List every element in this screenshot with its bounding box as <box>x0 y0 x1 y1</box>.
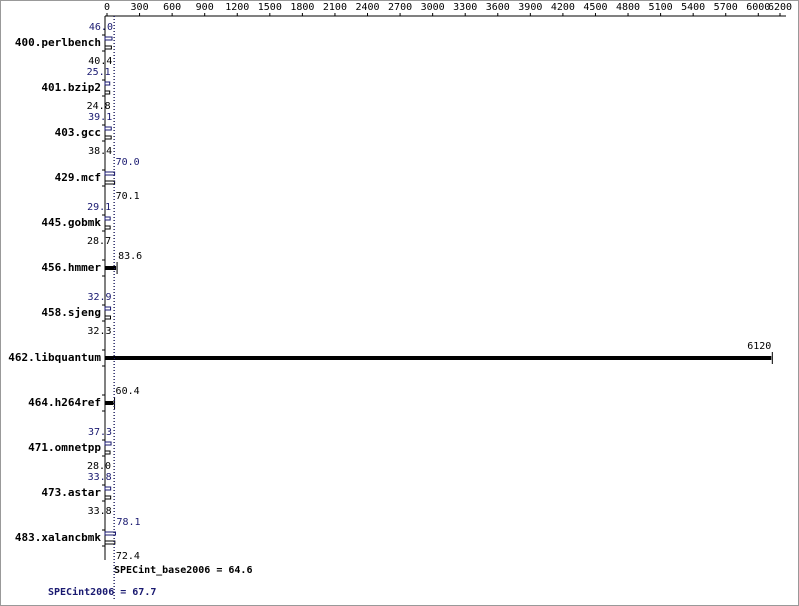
category-label: 458.sjeng <box>41 306 101 319</box>
value-label: 24.8 <box>87 101 111 112</box>
bar <box>104 495 112 500</box>
x-tick-label: 900 <box>196 2 214 13</box>
bar <box>104 36 113 41</box>
bar <box>104 90 111 95</box>
category-label: 473.astar <box>41 486 101 499</box>
value-label: 37.3 <box>88 427 112 438</box>
x-tick-label: 5400 <box>681 2 705 13</box>
value-label: 6120 <box>747 341 771 352</box>
value-label: 25.1 <box>87 67 111 78</box>
category-label: 462.libquantum <box>8 351 101 364</box>
x-tick-label: 1800 <box>290 2 314 13</box>
category-label: 456.hmmer <box>41 261 101 274</box>
x-tick-label: 1500 <box>258 2 282 13</box>
category-label: 464.h264ref <box>28 396 101 409</box>
bar <box>104 486 112 491</box>
bar <box>104 171 116 176</box>
bar <box>104 135 112 140</box>
value-label: 83.6 <box>118 251 142 262</box>
x-tick-label: 4200 <box>551 2 575 13</box>
bar <box>104 315 112 320</box>
category-label: 483.xalancbmk <box>15 531 101 544</box>
x-tick-label: 2700 <box>388 2 412 13</box>
value-label: 60.4 <box>116 386 140 397</box>
category-label: 471.omnetpp <box>28 441 101 454</box>
reference-label: SPECint2006 = 67.7 <box>48 586 156 598</box>
bar <box>105 266 117 270</box>
value-label: 70.0 <box>116 157 140 168</box>
bar <box>104 540 116 545</box>
bar <box>104 450 111 455</box>
x-tick-label: 2100 <box>323 2 347 13</box>
bar <box>105 401 114 405</box>
value-label: 70.1 <box>116 191 140 202</box>
bar <box>104 126 112 131</box>
value-label: 72.4 <box>116 551 140 562</box>
x-tick-label: 600 <box>163 2 181 13</box>
category-label: 445.gobmk <box>41 216 101 229</box>
bar <box>104 225 111 230</box>
value-label: 29.1 <box>87 202 111 213</box>
bar <box>105 356 772 360</box>
value-label: 39.1 <box>88 112 112 123</box>
x-tick-label: 6200 <box>768 2 792 13</box>
x-tick-label: 5700 <box>714 2 738 13</box>
bar <box>104 306 112 311</box>
bar <box>104 180 116 185</box>
x-tick-label: 3600 <box>486 2 510 13</box>
value-label: 28.0 <box>87 461 111 472</box>
bar <box>104 531 116 536</box>
x-tick-label: 5100 <box>649 2 673 13</box>
bar <box>104 441 112 446</box>
value-label: 78.1 <box>116 517 140 528</box>
value-label: 40.4 <box>88 56 112 67</box>
value-label: 38.4 <box>88 146 112 157</box>
value-label: 28.7 <box>87 236 111 247</box>
x-tick-label: 0 <box>104 2 110 13</box>
x-tick-label: 1200 <box>225 2 249 13</box>
x-tick-label: 2400 <box>355 2 379 13</box>
category-label: 400.perlbench <box>15 36 101 49</box>
x-tick-label: 300 <box>131 2 149 13</box>
value-label: 32.3 <box>87 326 111 337</box>
x-tick-label: 4500 <box>583 2 607 13</box>
value-label: 33.8 <box>88 472 112 483</box>
x-tick-label: 3000 <box>421 2 445 13</box>
x-tick-label: 6000 <box>746 2 770 13</box>
category-label: 429.mcf <box>55 171 101 184</box>
bar <box>104 216 111 221</box>
x-tick-label: 3300 <box>453 2 477 13</box>
x-tick-label: 4800 <box>616 2 640 13</box>
x-tick-label: 3900 <box>518 2 542 13</box>
value-label: 32.9 <box>87 292 111 303</box>
bar <box>104 45 112 50</box>
reference-label: SPECint_base2006 = 64.6 <box>114 564 252 576</box>
value-label: 33.8 <box>88 506 112 517</box>
value-label: 46.0 <box>89 22 113 33</box>
bar <box>104 81 111 86</box>
category-label: 401.bzip2 <box>41 81 101 94</box>
category-label: 403.gcc <box>55 126 101 139</box>
